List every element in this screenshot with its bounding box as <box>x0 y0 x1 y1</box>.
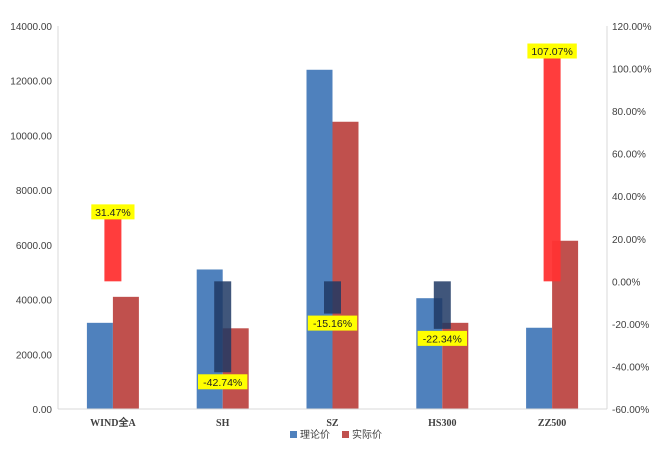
legend-label: 实际价 <box>352 428 382 441</box>
x-tick-label: HS300 <box>428 418 456 429</box>
left-tick-label: 0.00 <box>33 405 53 416</box>
legend-swatch <box>290 431 297 438</box>
right-y-axis: -60.00% -40.00% -20.00% 0.00% 20.00% 40.00% 60… <box>606 22 652 416</box>
bar-percent-change <box>433 281 451 329</box>
right-tick-label: -60.00% <box>612 405 649 416</box>
legend: 理论价 实际价 <box>290 428 382 441</box>
right-tick-label: 60.00% <box>612 150 646 161</box>
right-tick-label: 0.00% <box>612 277 640 288</box>
left-tick-label: 6000.00 <box>16 241 53 252</box>
bar-theoretical-price <box>306 69 333 410</box>
data-label-percent: 31.47% <box>95 207 131 219</box>
data-label-background <box>417 330 467 346</box>
bar-percent-change <box>324 281 341 314</box>
data-label-percent: -15.16% <box>313 318 352 330</box>
left-tick-label: 4000.00 <box>16 296 53 307</box>
x-tick-label: WIND全A <box>90 416 136 429</box>
bars <box>86 69 579 410</box>
bar-theoretical-price <box>86 322 113 409</box>
data-label-percent: 107.07% <box>531 46 572 58</box>
x-tick-label: ZZ500 <box>538 418 566 429</box>
percent-change-bars <box>104 53 561 373</box>
data-labels: 31.47% -42.74% -15.16% -22.34% 107.07% <box>91 43 577 390</box>
right-tick-label: 100.00% <box>612 65 652 76</box>
data-label-background <box>91 204 135 220</box>
right-tick-label: -40.00% <box>612 362 649 373</box>
legend-swatch <box>342 431 349 438</box>
bar-percent-change <box>214 281 232 373</box>
legend-label: 理论价 <box>300 428 330 441</box>
x-tick-label: SH <box>216 418 230 429</box>
right-tick-label: 40.00% <box>612 192 646 203</box>
data-label-background <box>527 43 577 59</box>
left-tick-label: 14000.00 <box>10 22 52 33</box>
left-tick-label: 12000.00 <box>10 77 52 88</box>
left-y-axis: 0.00 2000.00 4000.00 6000.00 8000.00 10000.00… <box>10 22 59 416</box>
right-tick-label: 120.00% <box>612 22 652 33</box>
right-tick-label: 20.00% <box>612 235 646 246</box>
bar-theoretical-price <box>526 327 553 409</box>
bar-percent-change <box>543 53 561 282</box>
bar-actual-price <box>332 121 359 409</box>
x-axis: WIND全A SH SZ HS300 ZZ500 <box>58 408 607 429</box>
right-tick-label: -20.00% <box>612 320 649 331</box>
data-label-percent: -22.34% <box>423 333 462 345</box>
right-tick-label: 80.00% <box>612 107 646 118</box>
bar-percent-change <box>104 214 122 282</box>
left-tick-label: 8000.00 <box>16 186 53 197</box>
x-tick-label: SZ <box>326 418 339 429</box>
left-tick-label: 10000.00 <box>10 131 52 142</box>
data-label-percent: -42.74% <box>203 377 242 389</box>
bar-actual-price <box>112 296 139 409</box>
data-label-background <box>307 315 358 331</box>
left-tick-label: 2000.00 <box>16 350 53 361</box>
data-label-background <box>198 374 248 390</box>
